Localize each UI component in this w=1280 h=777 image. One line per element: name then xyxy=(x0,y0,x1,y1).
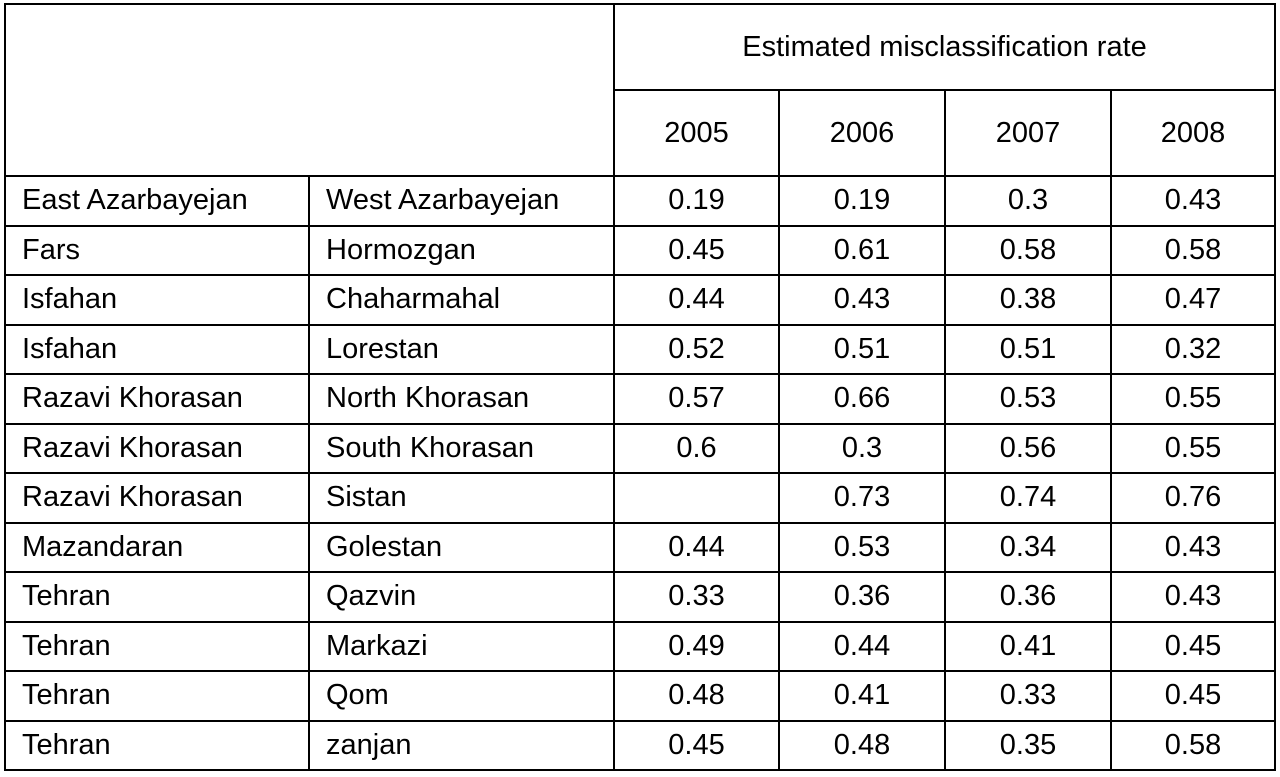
value-cell-2007: 0.3 xyxy=(944,175,1112,227)
region-b-cell: zanjan xyxy=(308,719,615,771)
value-cell-2008: 0.43 xyxy=(1109,571,1277,623)
value-cell-2007: 0.51 xyxy=(944,323,1112,375)
value-cell-2007: 0.38 xyxy=(944,274,1112,326)
table-row: Tehran Qazvin 0.33 0.36 0.36 0.43 xyxy=(4,571,1277,623)
region-a-cell: East Azarbayejan xyxy=(4,175,310,227)
value-cell-2006: 0.3 xyxy=(778,422,946,474)
table-row: Isfahan Lorestan 0.52 0.51 0.51 0.32 xyxy=(4,323,1277,375)
value-cell-2005: 0.49 xyxy=(613,620,780,672)
table-row: Fars Hormozgan 0.45 0.61 0.58 0.58 xyxy=(4,224,1277,276)
header-group-label: Estimated misclassification rate xyxy=(612,3,1277,91)
value-cell-2008: 0.55 xyxy=(1109,373,1277,425)
table-row: East Azarbayejan West Azarbayejan 0.19 0.19… xyxy=(4,175,1277,227)
table-row: Razavi Khorasan South Khorasan 0.6 0.3 0.56 0… xyxy=(4,422,1277,474)
region-a-cell: Mazandaran xyxy=(4,521,310,573)
misclassification-table: Estimated misclassification rate 2005 20… xyxy=(4,3,1277,771)
header-year-2006: 2006 xyxy=(778,89,946,177)
region-b-cell: Chaharmahal xyxy=(308,274,615,326)
value-cell-2006: 0.61 xyxy=(778,224,946,276)
value-cell-2005: 0.45 xyxy=(613,719,780,771)
value-cell-2006: 0.51 xyxy=(778,323,946,375)
table-row: Tehran zanjan 0.45 0.48 0.35 0.58 xyxy=(4,719,1277,771)
region-a-cell: Tehran xyxy=(4,620,310,672)
header-row-years: 2005 2006 2007 2008 xyxy=(5,89,1277,177)
region-b-cell: Qazvin xyxy=(308,571,615,623)
header-row-group: Estimated misclassification rate xyxy=(4,3,1277,177)
value-cell-2005 xyxy=(613,472,780,524)
region-b-cell: Markazi xyxy=(308,620,615,672)
value-cell-2007: 0.74 xyxy=(944,472,1112,524)
value-cell-2008: 0.47 xyxy=(1109,274,1277,326)
value-cell-2007: 0.58 xyxy=(944,224,1112,276)
value-cell-2007: 0.53 xyxy=(944,373,1112,425)
region-b-cell: Hormozgan xyxy=(308,224,615,276)
value-cell-2005: 0.6 xyxy=(613,422,780,474)
value-cell-2006: 0.66 xyxy=(778,373,946,425)
value-cell-2007: 0.33 xyxy=(944,670,1112,722)
value-cell-2005: 0.45 xyxy=(613,224,780,276)
region-b-cell: Lorestan xyxy=(308,323,615,375)
region-b-cell: West Azarbayejan xyxy=(308,175,615,227)
value-cell-2007: 0.35 xyxy=(944,719,1112,771)
region-a-cell: Tehran xyxy=(4,719,310,771)
value-cell-2005: 0.48 xyxy=(613,670,780,722)
region-b-cell: North Khorasan xyxy=(308,373,615,425)
header-year-2005: 2005 xyxy=(613,89,780,177)
region-b-cell: Sistan xyxy=(308,472,615,524)
value-cell-2006: 0.43 xyxy=(778,274,946,326)
header-year-2007: 2007 xyxy=(944,89,1112,177)
value-cell-2005: 0.44 xyxy=(613,274,780,326)
table-row: Mazandaran Golestan 0.44 0.53 0.34 0.43 xyxy=(4,521,1277,573)
value-cell-2005: 0.52 xyxy=(613,323,780,375)
value-cell-2008: 0.43 xyxy=(1109,175,1277,227)
table-row: Razavi Khorasan Sistan 0.73 0.74 0.76 xyxy=(4,472,1277,524)
value-cell-2008: 0.58 xyxy=(1109,224,1277,276)
region-a-cell: Isfahan xyxy=(4,274,310,326)
region-a-cell: Tehran xyxy=(4,670,310,722)
value-cell-2008: 0.43 xyxy=(1109,521,1277,573)
table-row: Isfahan Chaharmahal 0.44 0.43 0.38 0.47 xyxy=(4,274,1277,326)
value-cell-2005: 0.57 xyxy=(613,373,780,425)
value-cell-2008: 0.58 xyxy=(1109,719,1277,771)
value-cell-2008: 0.45 xyxy=(1109,620,1277,672)
value-cell-2005: 0.33 xyxy=(613,571,780,623)
region-b-cell: South Khorasan xyxy=(308,422,615,474)
value-cell-2006: 0.48 xyxy=(778,719,946,771)
region-b-cell: Golestan xyxy=(308,521,615,573)
value-cell-2007: 0.56 xyxy=(944,422,1112,474)
value-cell-2006: 0.44 xyxy=(778,620,946,672)
header-corner-cell xyxy=(4,3,615,177)
value-cell-2006: 0.36 xyxy=(778,571,946,623)
table-row: Tehran Qom 0.48 0.41 0.33 0.45 xyxy=(4,670,1277,722)
region-a-cell: Razavi Khorasan xyxy=(4,373,310,425)
table-header: Estimated misclassification rate 2005 20… xyxy=(4,3,1277,177)
value-cell-2008: 0.45 xyxy=(1109,670,1277,722)
value-cell-2006: 0.53 xyxy=(778,521,946,573)
value-cell-2007: 0.41 xyxy=(944,620,1112,672)
table-row: Razavi Khorasan North Khorasan 0.57 0.66 0.5… xyxy=(4,373,1277,425)
value-cell-2006: 0.73 xyxy=(778,472,946,524)
value-cell-2006: 0.41 xyxy=(778,670,946,722)
region-a-cell: Tehran xyxy=(4,571,310,623)
header-year-2008: 2008 xyxy=(1109,89,1277,177)
value-cell-2007: 0.34 xyxy=(944,521,1112,573)
value-cell-2006: 0.19 xyxy=(778,175,946,227)
value-cell-2008: 0.55 xyxy=(1109,422,1277,474)
region-a-cell: Razavi Khorasan xyxy=(4,472,310,524)
value-cell-2007: 0.36 xyxy=(944,571,1112,623)
value-cell-2005: 0.44 xyxy=(613,521,780,573)
region-b-cell: Qom xyxy=(308,670,615,722)
value-cell-2008: 0.32 xyxy=(1109,323,1277,375)
region-a-cell: Razavi Khorasan xyxy=(4,422,310,474)
value-cell-2008: 0.76 xyxy=(1109,472,1277,524)
table-body: East Azarbayejan West Azarbayejan 0.19 0.19… xyxy=(4,175,1277,771)
region-a-cell: Isfahan xyxy=(4,323,310,375)
table-row: Tehran Markazi 0.49 0.44 0.41 0.45 xyxy=(4,620,1277,672)
value-cell-2005: 0.19 xyxy=(613,175,780,227)
region-a-cell: Fars xyxy=(4,224,310,276)
